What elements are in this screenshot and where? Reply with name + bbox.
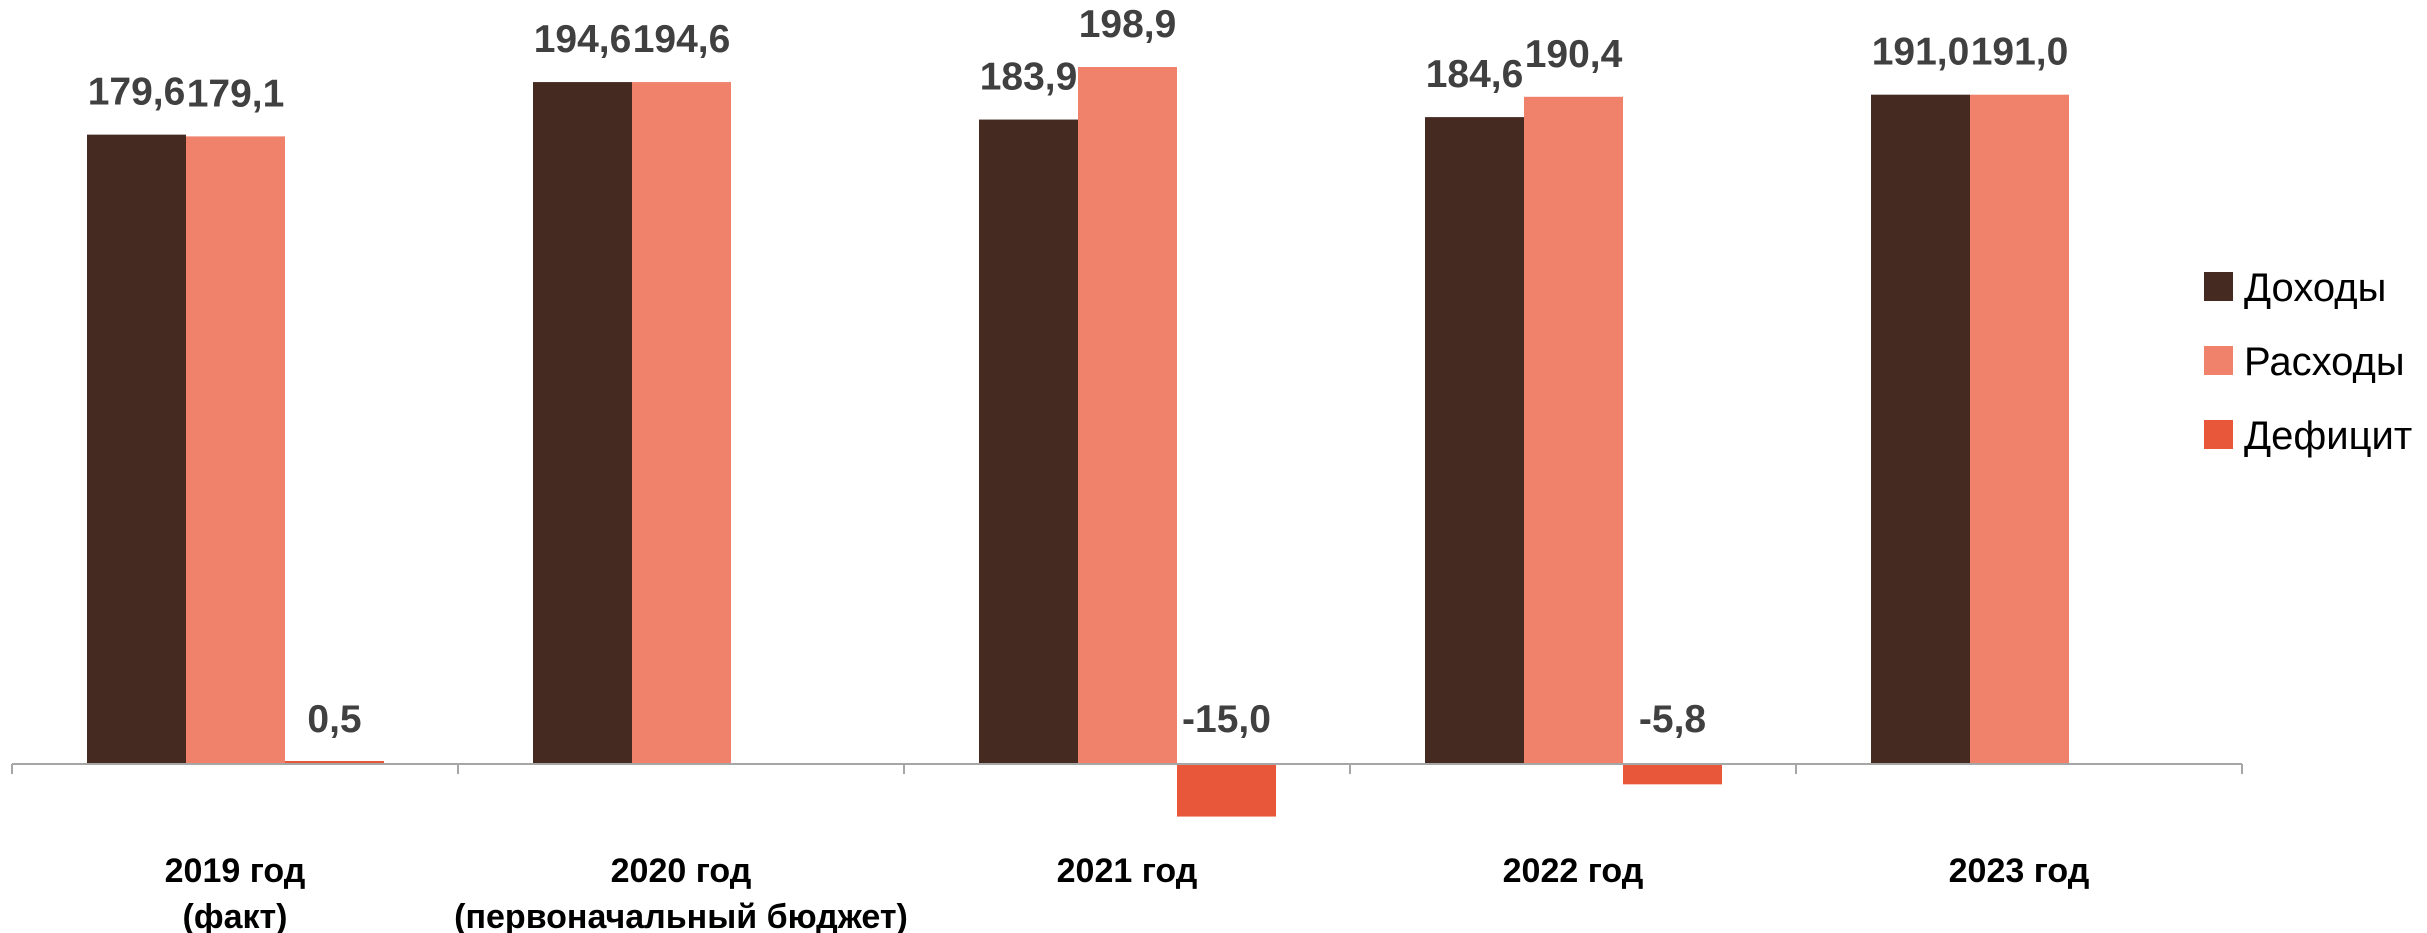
bar-1-5 xyxy=(1871,94,1970,764)
legend-label: Дефицит xyxy=(2244,414,2412,458)
bar-3-3 xyxy=(1177,764,1276,817)
legend-swatch xyxy=(2204,272,2233,301)
bar-2-4 xyxy=(1524,96,1623,765)
value-label: 191,0 xyxy=(1971,31,2069,74)
x-axis xyxy=(11,763,2243,774)
bar-2-3 xyxy=(1078,67,1177,764)
bars-layer xyxy=(87,67,2069,817)
value-label: 179,1 xyxy=(187,72,285,115)
value-label: 183,9 xyxy=(980,56,1078,99)
bar-2-1 xyxy=(186,136,285,764)
bar-1-1 xyxy=(87,134,186,765)
value-label: 179,6 xyxy=(88,71,186,114)
value-label: -5,8 xyxy=(1639,698,1706,741)
category-label: (факт) xyxy=(183,898,288,933)
value-label: 194,6 xyxy=(534,18,632,61)
value-label: 194,6 xyxy=(633,18,731,61)
legend-swatch xyxy=(2204,346,2233,375)
value-label: 191,0 xyxy=(1872,31,1970,74)
category-label: 2023 год xyxy=(1949,852,2090,890)
legend-swatch xyxy=(2204,420,2233,449)
category-labels-layer: 2019 год (факт) 2020 год (первоначальный бю… xyxy=(165,852,2090,933)
bar-2-2 xyxy=(632,82,731,765)
bar-2-5 xyxy=(1970,94,2069,764)
value-label: 0,5 xyxy=(307,698,361,741)
bar-3-4 xyxy=(1623,764,1722,785)
legend-label: Расходы xyxy=(2244,340,2405,384)
value-label: 190,4 xyxy=(1525,33,1623,76)
legend-label: Доходы xyxy=(2244,266,2386,310)
category-label: 2019 год xyxy=(165,852,306,890)
category-label: 2022 год xyxy=(1503,852,1644,890)
value-label: 184,6 xyxy=(1426,53,1524,96)
value-label: -15,0 xyxy=(1182,698,1271,741)
bar-1-2 xyxy=(533,82,632,765)
category-label: 2021 год xyxy=(1057,852,1198,890)
bar-3-1 xyxy=(285,761,384,764)
category-label: 2020 год xyxy=(611,852,752,890)
value-label: 198,9 xyxy=(1079,3,1177,46)
bar-1-4 xyxy=(1425,117,1524,765)
value-labels-layer: 179,6 194,6 183,9 184,6 191,0 179,1 194,6 198,9… xyxy=(88,3,2069,741)
bar-1-3 xyxy=(979,119,1078,765)
legend: Доходы Расходы Дефицит xyxy=(2204,266,2412,458)
category-label: (первоначальный бюджет) xyxy=(454,898,908,933)
